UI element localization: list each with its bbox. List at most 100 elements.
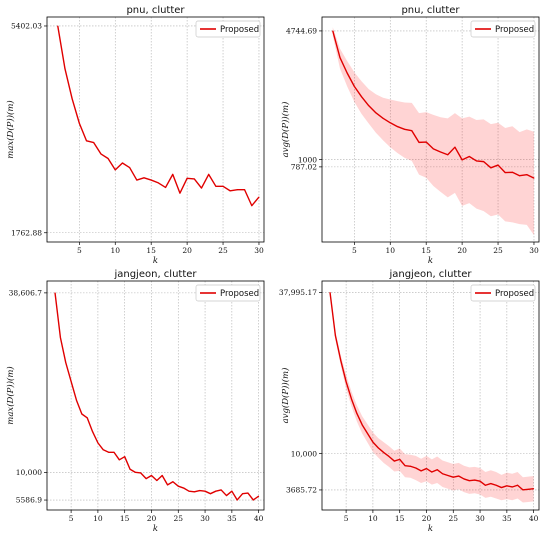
data-point	[157, 182, 159, 184]
data-point	[200, 187, 202, 189]
y-axis-label: avg(D(P))(m)	[280, 368, 291, 424]
data-point	[506, 485, 508, 487]
x-tick-label: 15	[120, 514, 130, 523]
y-tick-label: 10,000	[16, 468, 42, 477]
legend-box	[470, 284, 536, 302]
data-point	[377, 447, 379, 449]
data-point	[533, 177, 535, 179]
x-axis-label: k	[428, 256, 433, 266]
chart-panel-1: pnu, clutter 5 10 15 20 25 30 1762.88 5402.03 k ma…	[5, 5, 265, 266]
data-point	[100, 153, 102, 155]
data-point	[54, 292, 56, 294]
y-tick-label: 37,995.17	[279, 288, 317, 297]
x-tick-label: 30	[254, 246, 264, 255]
data-point	[332, 30, 334, 32]
x-tick-label: 10	[110, 246, 120, 255]
data-point	[329, 292, 331, 294]
legend: Proposed	[470, 20, 536, 38]
legend-label: Proposed	[495, 289, 534, 299]
data-point	[334, 335, 336, 337]
data-point	[204, 490, 206, 492]
data-point	[129, 167, 131, 169]
confidence-band	[330, 291, 534, 503]
data-point	[113, 451, 115, 453]
x-tick-label: 20	[422, 514, 432, 523]
chart-panel-4: jangjeon, clutter 5 10 15 20 25 30 35 40 3685.72 1…	[279, 269, 540, 534]
data-point	[404, 128, 406, 130]
chart-title: jangjeon, clutter	[113, 269, 197, 280]
y-axis-label: avg(D(P))(m)	[280, 102, 291, 158]
y-tick-label: 3685.72	[286, 486, 317, 495]
data-point	[452, 476, 454, 478]
x-tick-label: 5	[77, 246, 82, 255]
data-point	[118, 459, 120, 461]
data-point	[425, 468, 427, 470]
data-point	[136, 179, 138, 181]
data-point	[432, 148, 434, 150]
legend: Proposed	[195, 284, 261, 302]
series-line-proposed	[57, 25, 260, 207]
data-point	[490, 483, 492, 485]
legend: Proposed	[195, 20, 261, 38]
data-point	[236, 499, 238, 501]
data-point	[393, 460, 395, 462]
y-tick-label: 787.02	[291, 163, 317, 172]
data-point	[70, 380, 72, 382]
data-point	[215, 185, 217, 187]
data-point	[102, 449, 104, 451]
data-point	[519, 175, 521, 177]
data-point	[411, 130, 413, 132]
data-point	[526, 174, 528, 176]
data-point	[222, 185, 224, 187]
data-point	[86, 140, 88, 142]
data-point	[156, 480, 158, 482]
data-point	[340, 359, 342, 361]
y-tick-label: 38,606.7	[9, 289, 43, 298]
data-point	[504, 172, 506, 174]
chart-title: pnu, clutter	[126, 5, 185, 16]
data-point	[161, 474, 163, 476]
data-point	[500, 487, 502, 489]
y-tick-label: 1762.88	[11, 228, 42, 237]
x-tick-label: 25	[173, 514, 183, 523]
x-tick-label: 20	[182, 246, 192, 255]
x-axis-label: k	[153, 256, 158, 266]
data-point	[124, 456, 126, 458]
y-tick-label: 5586.9	[16, 496, 42, 505]
legend-label: Proposed	[220, 25, 259, 35]
data-point	[145, 478, 147, 480]
data-point	[150, 179, 152, 181]
data-point	[388, 455, 390, 457]
legend: Proposed	[470, 284, 536, 302]
data-point	[81, 413, 83, 415]
data-point	[65, 362, 67, 364]
data-point	[361, 424, 363, 426]
x-tick-label: 5	[344, 514, 349, 523]
data-point	[114, 169, 116, 171]
plot-frame	[46, 280, 265, 511]
data-point	[468, 480, 470, 482]
data-point	[150, 474, 152, 476]
data-point	[511, 171, 513, 173]
y-tick-label: 10,000	[291, 449, 317, 458]
data-point	[199, 490, 201, 492]
x-tick-label: 35	[227, 514, 237, 523]
data-point	[188, 490, 190, 492]
data-point	[220, 489, 222, 491]
data-point	[511, 486, 513, 488]
data-point	[346, 72, 348, 74]
data-point	[208, 173, 210, 175]
data-point	[258, 196, 260, 198]
x-tick-label: 10	[385, 246, 395, 255]
data-point	[57, 25, 59, 27]
data-point	[97, 442, 99, 444]
data-point	[461, 159, 463, 161]
data-point	[396, 126, 398, 128]
data-point	[420, 470, 422, 472]
data-point	[533, 488, 535, 490]
data-point	[172, 481, 174, 483]
x-axis-label: k	[428, 524, 433, 534]
data-point	[215, 490, 217, 492]
data-point	[143, 177, 145, 179]
data-point	[372, 441, 374, 443]
